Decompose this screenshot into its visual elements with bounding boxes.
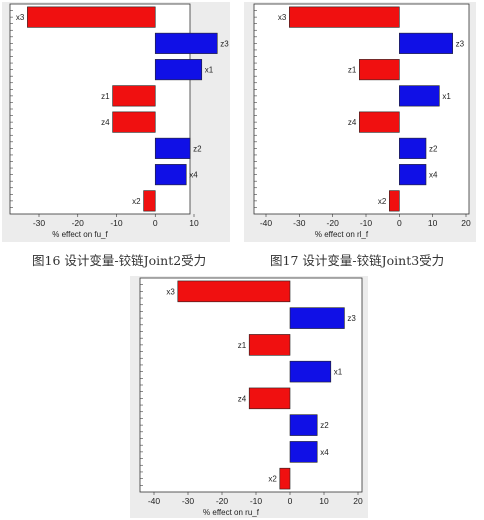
bar-label-z3: z3 — [456, 39, 465, 48]
x-tick-label: 0 — [153, 218, 158, 228]
chart-3-svg: x3 z3 z1 x1 z4 z2 x4 x2 -40 -30 -20 -10 0 10 20 % effec… — [139, 277, 363, 517]
bar-label-x1: x1 — [205, 66, 214, 75]
bar-label-z1: z1 — [238, 341, 247, 350]
bar-x4 — [154, 164, 187, 186]
bar-label-z1: z1 — [348, 66, 357, 75]
bar-label-z2: z2 — [193, 144, 202, 153]
bar-label-z4: z4 — [101, 118, 110, 127]
bar-label-x4: x4 — [320, 448, 329, 457]
bar-z1 — [359, 59, 400, 81]
bar-x4 — [289, 441, 318, 463]
caption-figure-16: 图16 设计变量-铰链Joint2受力 — [32, 253, 207, 268]
x-tick-label: -20 — [327, 218, 340, 228]
x-tick-label: 10 — [428, 218, 438, 228]
x-tick-label: -30 — [293, 218, 306, 228]
x-axis-title: % effect on fu_f — [52, 230, 108, 239]
bar-label-z4: z4 — [348, 118, 357, 127]
bar-label-z2: z2 — [320, 421, 329, 430]
bar-z1 — [248, 334, 291, 356]
bar-x3 — [27, 6, 156, 28]
bar-label-x3: x3 — [16, 13, 25, 22]
bar-z3 — [154, 32, 218, 54]
chart-2-svg: x3 z3 z1 x1 z4 z2 x4 x2 -40 -30 -20 -10 0 10 20 % effec… — [253, 3, 471, 239]
bar-x1 — [289, 360, 332, 383]
x-tick-label: 10 — [319, 496, 329, 506]
x-tick-label: 10 — [189, 218, 199, 228]
bar-z2 — [399, 137, 427, 159]
bar-label-x1: x1 — [334, 368, 343, 377]
bar-x4 — [399, 164, 427, 186]
bar-x3 — [289, 6, 400, 28]
bar-z1 — [112, 85, 156, 107]
bar-z2 — [289, 414, 318, 436]
bar-label-x2: x2 — [132, 197, 141, 206]
x-tick-label: -30 — [182, 496, 195, 506]
x-tick-label: -10 — [360, 218, 373, 228]
x-tick-label: -40 — [148, 496, 161, 506]
bar-label-x3: x3 — [278, 13, 287, 22]
bar-z4 — [359, 111, 400, 133]
bar-x1 — [399, 85, 440, 107]
x-tick-label: -30 — [33, 218, 46, 228]
x-tick-label: -20 — [216, 496, 229, 506]
bar-z2 — [154, 137, 191, 159]
bar-label-z2: z2 — [429, 144, 438, 153]
bar-label-x1: x1 — [442, 92, 451, 101]
x-tick-label: -10 — [250, 496, 263, 506]
x-axis-title: % effect on ru_f — [203, 508, 260, 517]
bar-label-x4: x4 — [429, 171, 438, 180]
bar-z3 — [289, 307, 345, 329]
x-tick-label: -20 — [72, 218, 85, 228]
bar-label-x2: x2 — [268, 475, 277, 484]
x-tick-label: 20 — [353, 496, 363, 506]
bar-z4 — [112, 111, 156, 133]
x-tick-label: 0 — [397, 218, 402, 228]
bar-x3 — [177, 280, 291, 303]
bar-label-z3: z3 — [220, 39, 229, 48]
x-axis-title: % effect on rl_f — [315, 230, 369, 239]
bar-label-x2: x2 — [378, 197, 387, 206]
bar-z3 — [399, 32, 453, 54]
bar-x1 — [154, 59, 203, 81]
bar-label-z3: z3 — [347, 314, 356, 323]
x-tick-label: -40 — [260, 218, 273, 228]
x-tick-label: 20 — [461, 218, 471, 228]
bar-x2 — [143, 190, 156, 212]
bar-x2 — [389, 190, 400, 212]
bar-z4 — [248, 387, 291, 410]
bar-x2 — [279, 467, 291, 490]
caption-figure-17: 图17 设计变量-铰链Joint3受力 — [270, 253, 445, 268]
chart-1-svg: x3 z3 x1 z1 z4 z2 x4 x2 -30 -20 -10 0 10 % effect on … — [9, 3, 229, 239]
bar-label-x4: x4 — [189, 171, 198, 180]
chart-panel-2: x3 z3 z1 x1 z4 z2 x4 x2 -40 -30 -20 -10 0 10 20 % effec… — [244, 2, 476, 242]
chart-panel-1: x3 z3 x1 z1 z4 z2 x4 x2 -30 -20 -10 0 10 % effect on … — [2, 2, 230, 242]
x-tick-label: -10 — [110, 218, 123, 228]
x-tick-label: 0 — [288, 496, 293, 506]
bar-label-x3: x3 — [166, 287, 175, 296]
bar-label-z1: z1 — [101, 92, 110, 101]
chart-panel-3: x3 z3 z1 x1 z4 z2 x4 x2 -40 -30 -20 -10 0 10 20 % effec… — [130, 276, 368, 518]
bar-label-z4: z4 — [238, 394, 247, 403]
